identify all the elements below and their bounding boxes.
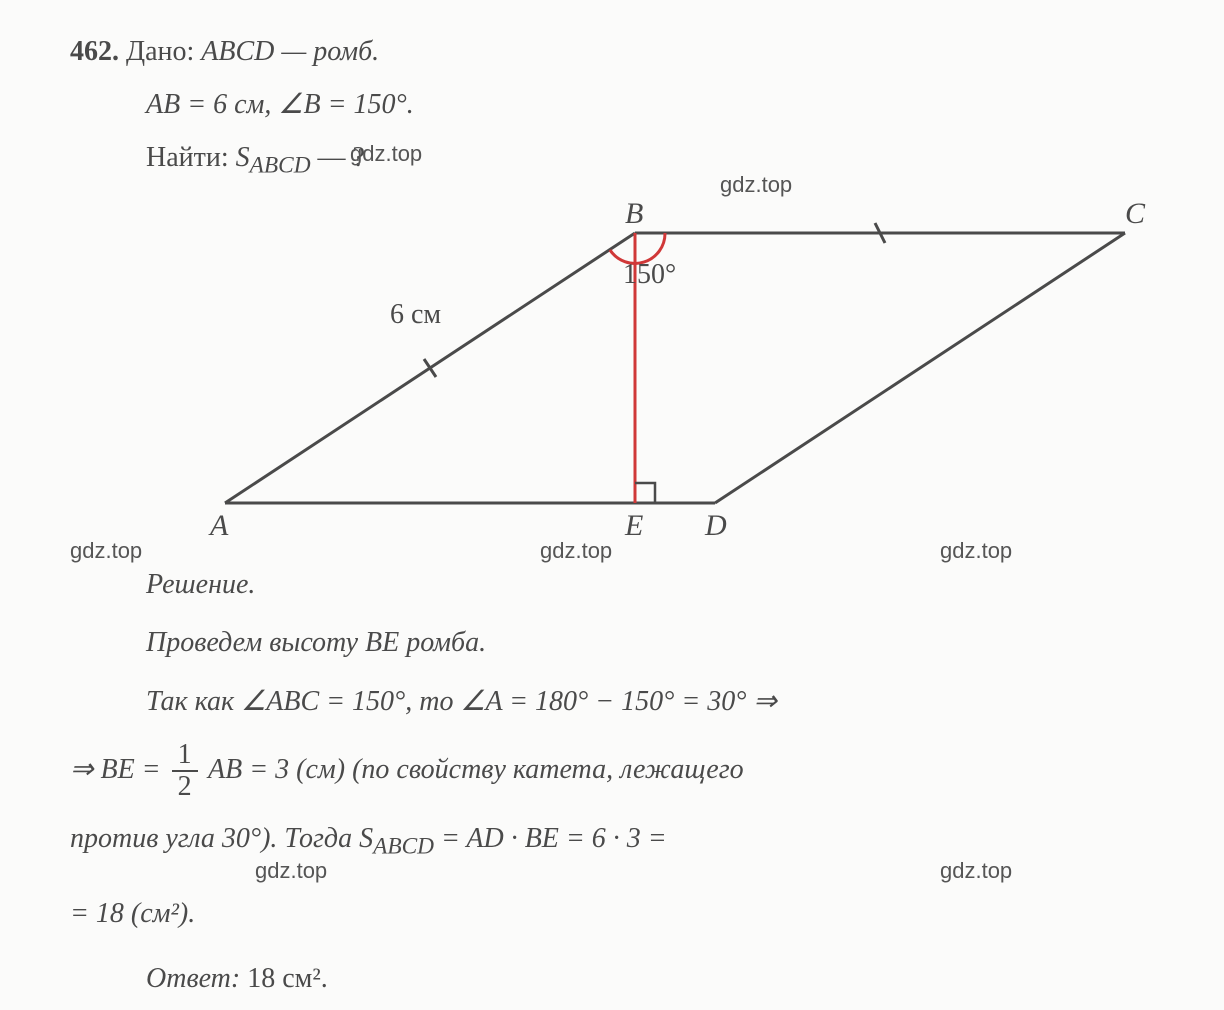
sol-l4a: против угла 30°). Тогда S: [70, 823, 373, 854]
solution-line-5: = 18 (см²).: [70, 892, 1154, 937]
solution-body: Решение. Проведем высоту BE ромба. Так к…: [70, 563, 1154, 1002]
frac-num: 1: [172, 740, 198, 773]
solution-line-4: против угла 30°). Тогда SABCD = AD · BE …: [70, 817, 1154, 866]
sol-l4-sub: ABCD: [373, 834, 434, 860]
right-angle-marker: [635, 483, 655, 503]
find-row: Найти: SABCD — ? gdz.top: [70, 136, 1154, 185]
find-label: Найти:: [146, 142, 229, 173]
solution-line-2: Так как ∠ABC = 150°, то ∠A = 180° − 150°…: [70, 680, 1154, 725]
diagram-container: A B C D E 6 см 150° gdz.top gdz.top gdz.…: [70, 193, 1154, 563]
given-row-1: 462. Дано: ABCD — ромб.: [70, 30, 1154, 75]
fraction-half: 12: [172, 740, 198, 804]
watermark-1: gdz.top: [350, 136, 422, 171]
watermark-3: gdz.top: [70, 533, 142, 568]
given-shape: ABCD — ромб.: [201, 36, 379, 67]
label-d: D: [704, 509, 727, 542]
given-row-2: AB = 6 см, ∠B = 150°.: [70, 83, 1154, 128]
solution-line-1: Проведем высоту BE ромба.: [70, 621, 1154, 666]
label-c: C: [1125, 197, 1146, 230]
watermark-5: gdz.top: [940, 533, 1012, 568]
find-symbol: S: [236, 142, 250, 173]
watermark-6: gdz.top: [255, 853, 327, 888]
given-label: Дано:: [126, 36, 194, 67]
label-a: A: [208, 509, 229, 542]
tick-ab: [424, 359, 436, 377]
sol-l3b: AB = 3 (см) (по свойству катета, лежащег…: [202, 754, 744, 785]
label-angle: 150°: [623, 259, 676, 290]
sol-l3a: ⇒ BE =: [70, 754, 168, 785]
answer-row: Ответ: 18 см².: [70, 957, 1154, 1002]
label-e: E: [624, 509, 643, 542]
sol-l1-text: Проведем высоту BE ромба.: [146, 627, 486, 658]
label-side: 6 см: [390, 299, 441, 330]
problem-number: 462.: [70, 36, 119, 67]
side-cd: [715, 233, 1125, 503]
sol-l2-text: Так как ∠ABC = 150°, то ∠A = 180° − 150°…: [146, 686, 777, 717]
watermark-4: gdz.top: [540, 533, 612, 568]
solution-heading: Решение.: [70, 563, 1154, 608]
rhombus-diagram: A B C D E 6 см 150°: [70, 193, 1170, 563]
frac-den: 2: [172, 772, 198, 803]
sol-l4b: = AD · BE = 6 · 3 =: [434, 823, 667, 854]
sol-l5: = 18 (см²).: [70, 898, 195, 929]
page-content: 462. Дано: ABCD — ромб. AB = 6 см, ∠B = …: [70, 30, 1154, 1002]
answer-label: Ответ:: [146, 963, 240, 994]
answer-value: 18 см².: [240, 963, 328, 994]
watermark-7: gdz.top: [940, 853, 1012, 888]
label-b: B: [625, 197, 643, 230]
watermark-2: gdz.top: [720, 167, 792, 202]
find-subscript: ABCD: [250, 152, 311, 178]
solution-line-3: ⇒ BE = 12 AB = 3 (см) (по свойству катет…: [70, 739, 1154, 803]
given-side: AB = 6 см, ∠B = 150°.: [146, 89, 414, 120]
